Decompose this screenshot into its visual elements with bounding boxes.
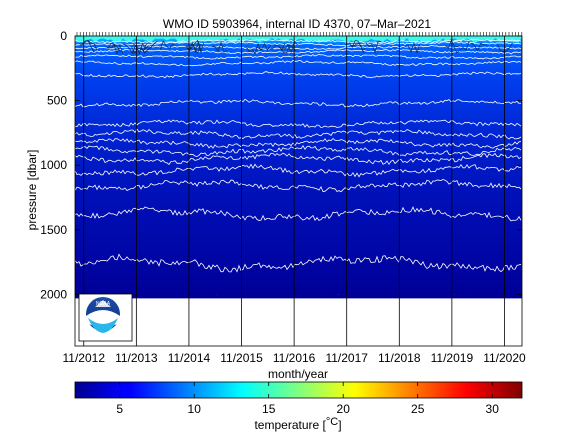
colorbar-tick-label: 30 xyxy=(486,402,500,416)
x-tick-label: 11/2019 xyxy=(431,351,474,365)
y-tick-label: 2000 xyxy=(40,287,67,301)
surface-contour-detail xyxy=(105,44,121,53)
surface-contour-detail xyxy=(350,43,366,51)
surface-contour-detail xyxy=(211,41,228,53)
colorbar-tick-label: 15 xyxy=(262,402,276,416)
isotherm-contour xyxy=(74,41,522,47)
isotherm-contour xyxy=(74,253,522,273)
x-tick-label: 11/2020 xyxy=(483,351,526,365)
surface-contour-detail xyxy=(269,43,286,51)
isotherm-contour xyxy=(74,71,522,79)
y-tick-label: 500 xyxy=(47,94,67,108)
isotherm-contour xyxy=(74,152,522,166)
x-tick-label: 11/2018 xyxy=(378,351,421,365)
y-axis-label: pressure [dbar] xyxy=(25,150,39,231)
isotherm-contour xyxy=(75,38,522,44)
isotherm-contour xyxy=(74,128,522,140)
isotherm-contour xyxy=(74,98,522,108)
plot-frame xyxy=(74,35,523,347)
plot-area xyxy=(74,36,522,299)
colorbar-label: temperature [°C] xyxy=(254,416,341,432)
chart-title: WMO ID 5903964, internal ID 4370, 07–Mar… xyxy=(163,17,431,31)
x-tick-label: 11/2014 xyxy=(168,351,211,365)
surface-contour-detail xyxy=(497,42,513,52)
surface-contour-detail xyxy=(245,42,262,55)
isotherm-contour xyxy=(74,119,522,129)
isotherm-contour xyxy=(74,178,522,193)
isotherm-contour xyxy=(74,48,522,55)
y-tick-label: 0 xyxy=(60,29,67,43)
noaa-logo: NOAA xyxy=(78,293,133,342)
x-tick-label: 11/2013 xyxy=(115,351,158,365)
isotherm-contour xyxy=(74,206,522,222)
x-tick-label: 11/2016 xyxy=(273,351,316,365)
colorbar-tick-label: 10 xyxy=(188,402,202,416)
x-axis-label: month/year xyxy=(268,367,328,381)
surface-contour-detail xyxy=(159,40,176,50)
x-tick-label: 11/2017 xyxy=(325,351,368,365)
temperature-field xyxy=(75,36,522,295)
y-tick-label: 1500 xyxy=(40,223,67,237)
colorbar-tick-label: 25 xyxy=(411,402,425,416)
surface-contour-detail xyxy=(471,43,487,52)
surface-contour-detail xyxy=(131,43,147,54)
colorbar-tick-label: 5 xyxy=(116,402,123,416)
surface-contour-detail xyxy=(445,39,461,49)
profile-bottom-edge xyxy=(75,284,522,299)
colorbar: 5 10 15 20 25 30 xyxy=(74,381,523,416)
surface-contour-detail xyxy=(404,41,421,54)
surface-contour-detail xyxy=(281,41,298,54)
surface-contour-detail xyxy=(141,41,157,54)
colorbar-gradient xyxy=(74,381,523,399)
surface-contour-detail xyxy=(255,42,271,51)
colorbar-tick-label: 20 xyxy=(337,402,351,416)
x-tick-label: 11/2015 xyxy=(220,351,263,365)
isotherm-contour xyxy=(74,163,522,178)
surface-contour-detail xyxy=(188,39,204,53)
isotherm-contour xyxy=(74,137,522,149)
surface-contour-detail xyxy=(123,44,139,54)
y-axis: 0 500 1000 1500 2000 xyxy=(40,29,522,301)
surface-contour-detail xyxy=(453,41,470,54)
surface-contour-detail xyxy=(78,40,95,53)
y-tick-label: 1000 xyxy=(40,158,67,172)
isotherm-contour xyxy=(74,59,522,67)
surface-contour-detail xyxy=(107,43,124,55)
noaa-logo-text: NOAA xyxy=(96,301,111,307)
isotherm-contour xyxy=(75,54,522,60)
isotherm-contour xyxy=(74,145,522,157)
surface-contour-detail xyxy=(365,41,382,54)
surface-contour-detail xyxy=(280,44,296,54)
x-tick-label: 11/2012 xyxy=(63,351,106,365)
x-axis: 11/2012 11/2013 11/2014 11/2015 11/2016 11/20… xyxy=(63,32,526,365)
